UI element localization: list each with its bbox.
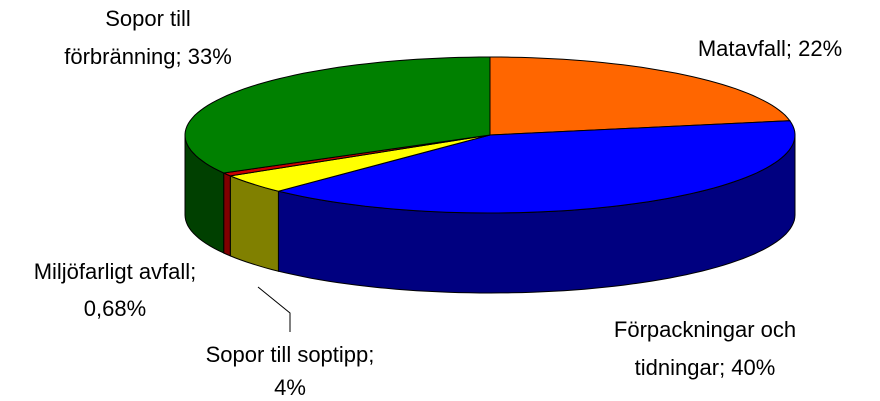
pie-slice (278, 120, 796, 214)
data-label: Sopor till soptipp; (206, 342, 375, 367)
data-label: tidningar; 40% (635, 355, 776, 380)
pie-slice (489, 56, 791, 136)
data-label: Sopor till (105, 6, 191, 31)
data-label: 0,68% (84, 296, 146, 321)
data-label: förbränning; 33% (64, 44, 232, 69)
leader-line (257, 286, 291, 332)
data-label: Miljöfarligt avfall; (34, 259, 197, 284)
data-label: Förpackningar och (614, 317, 796, 342)
pie-slice-side (229, 175, 279, 272)
pie-layer (184, 134, 796, 294)
pie-slice (184, 56, 491, 174)
pie-slice-side (223, 172, 231, 257)
pie-layer (184, 56, 796, 214)
pie-slice (228, 134, 491, 192)
data-label: Matavfall; 22% (698, 36, 842, 61)
data-label: 4% (274, 375, 306, 400)
